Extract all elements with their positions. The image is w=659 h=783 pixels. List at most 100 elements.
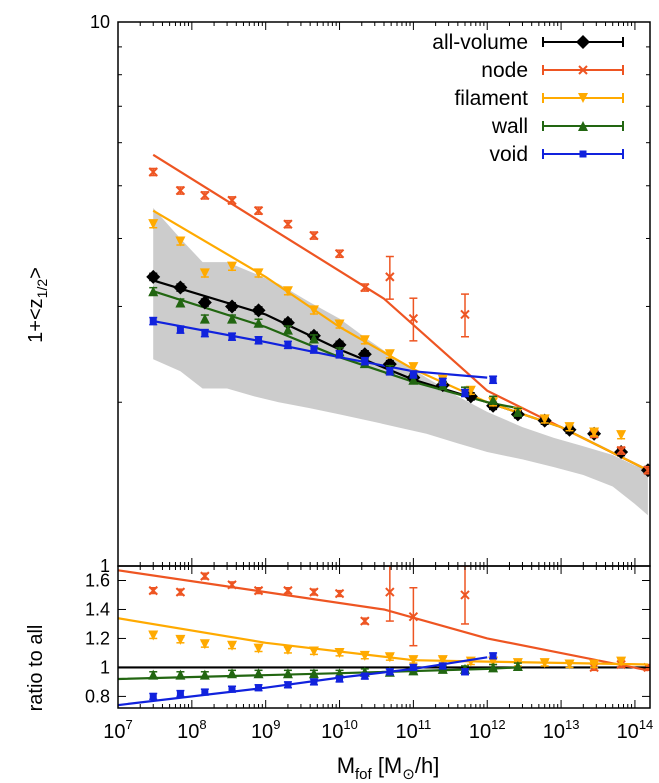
x-axis-label: Mfof [M⊙/h] (337, 753, 440, 783)
data-point-node-b (334, 249, 345, 259)
ratio-point-node (283, 585, 293, 596)
x-tick-label-base: 10 (321, 721, 343, 743)
ratio-point-filament (227, 640, 238, 651)
data-point-node (385, 272, 395, 282)
ratio-point-node-b (309, 587, 319, 597)
legend-marker-filament (578, 93, 588, 103)
ratio-point-wall (512, 660, 523, 671)
ratio-point-filament (539, 658, 550, 669)
ratio-point-void (310, 678, 318, 686)
ratio-point-wall (308, 668, 319, 679)
ratio-point-filament (199, 639, 210, 650)
ratio-point-node-b (385, 587, 395, 597)
ratio-point-node-b (227, 580, 237, 590)
legend-label-wall: wall (491, 115, 528, 138)
x-tick-label: 107 (103, 717, 132, 743)
ratio-point-filament (564, 659, 575, 670)
data-point-void (201, 329, 209, 337)
data-point-node-b (643, 466, 650, 475)
ratio-point-filament (282, 645, 293, 656)
legend-marker-void (579, 150, 587, 158)
legend-label-allvolume: all-volume (432, 31, 528, 54)
x-tick-label: 1011 (396, 717, 432, 743)
data-point-wall (282, 324, 293, 335)
data-point-node (616, 445, 626, 456)
data-point-void (439, 378, 447, 386)
data-point-wall (512, 406, 523, 417)
data-point-node-b (148, 167, 158, 177)
legend-label-filament: filament (454, 87, 528, 110)
data-point-filament (465, 385, 476, 396)
data-point-void (255, 336, 263, 344)
ratio-point-node-b (360, 616, 370, 626)
bottom-y-tick-label: 1.6 (85, 570, 110, 590)
data-point-void (228, 333, 236, 341)
bottom-plot-area (118, 566, 650, 707)
data-point-node-b (200, 190, 210, 201)
legend-marker-allvolume (576, 35, 590, 49)
ratio-point-void (149, 692, 157, 700)
data-point-void (284, 341, 292, 349)
ratio-point-node-b (460, 590, 470, 600)
x-tick-label-base: 10 (251, 721, 273, 743)
ratio-point-void (361, 672, 369, 680)
data-point-filament (282, 286, 293, 297)
ratio-point-node (227, 580, 237, 590)
ratio-fit-line-void (118, 656, 488, 707)
x-tick-label-exp: 12 (491, 717, 505, 732)
ratio-point-filament (437, 655, 448, 666)
ratio-point-node (334, 588, 345, 599)
data-point-node (360, 282, 370, 293)
ratio-point-filament (408, 655, 419, 666)
data-point-filament (253, 268, 264, 279)
ratio-point-wall (199, 669, 210, 680)
x-tick-label: 108 (177, 717, 206, 743)
ratio-point-wall (282, 668, 293, 679)
data-point-node (200, 190, 210, 201)
ratio-point-node-b (175, 587, 186, 597)
x-tick-label: 109 (251, 717, 280, 743)
ratio-point-filament (308, 646, 319, 657)
axis-labels: 1+<z1/2> ratio to all Mfof [M⊙/h] (25, 267, 439, 783)
x-tick-label-exp: 8 (199, 717, 206, 732)
ratio-point-filament (359, 650, 370, 661)
ratio-point-wall (253, 668, 264, 679)
data-point-filament (616, 430, 627, 441)
data-point-filament (589, 427, 600, 438)
data-point-node (643, 465, 650, 475)
data-point-filament (148, 219, 159, 230)
legend-label-node: node (481, 59, 528, 82)
data-point-filament (199, 268, 210, 279)
ratio-fit-line-node (118, 569, 649, 672)
data-point-void (310, 346, 318, 354)
data-point-filament (308, 305, 319, 316)
legend-marker-wall (578, 121, 588, 131)
ratio-point-node (460, 590, 470, 600)
ratio-point-node (360, 616, 370, 626)
bottom-y-tick-label: 0.8 (85, 686, 110, 706)
x-tick-label-exp: 7 (126, 717, 133, 732)
data-point-node-b (408, 313, 419, 324)
data-point-node (334, 249, 345, 259)
top-y-axis-label: 1+<z1/2> (25, 267, 50, 343)
ratio-point-filament (148, 630, 159, 641)
ratio-point-void (284, 681, 292, 689)
x-tick-label-exp: 9 (273, 717, 280, 732)
data-point-node (175, 185, 186, 196)
x-tick-label: 1013 (543, 717, 580, 743)
ratio-point-void (336, 675, 344, 683)
ratio-point-wall (488, 662, 499, 673)
ratio-point-void (409, 663, 417, 671)
data-point-filament (359, 335, 370, 346)
data-point-allvolume (146, 269, 161, 284)
ratio-point-void (439, 662, 447, 670)
ratio-point-node (253, 585, 264, 596)
data-point-filament (175, 236, 186, 247)
data-point-filament (384, 349, 395, 360)
data-point-allvolume (197, 295, 212, 310)
data-point-node (309, 230, 319, 241)
data-point-void (361, 357, 369, 365)
ratio-fit-line-filament (118, 617, 648, 666)
data-point-node (253, 205, 264, 216)
